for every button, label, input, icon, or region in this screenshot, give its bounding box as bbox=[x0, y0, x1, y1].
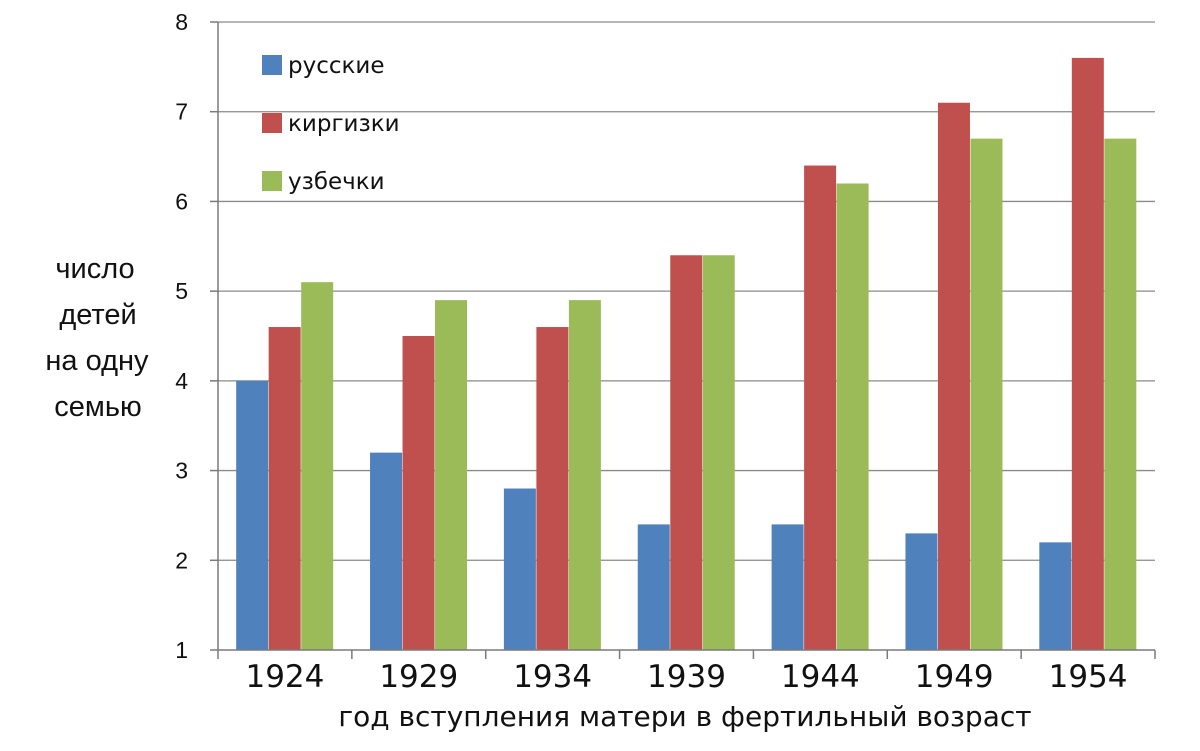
x-tick-labels: 1924 1929 1934 1939 1944 1949 1954 bbox=[245, 659, 1127, 695]
y-tick-label: 6 bbox=[175, 188, 188, 214]
bar-русские-1924 bbox=[236, 380, 269, 650]
x-tick-label: 1929 bbox=[379, 659, 458, 695]
legend-label-uzbek: узбечки bbox=[288, 169, 385, 195]
bars bbox=[236, 57, 1137, 651]
bar-русские-1929 bbox=[370, 452, 403, 650]
bar-русские-1949 bbox=[905, 533, 938, 650]
y-axis-label-line-3: на одну bbox=[45, 345, 149, 377]
legend-label-russian: русские bbox=[288, 53, 385, 79]
bar-узбечки-1939 bbox=[702, 255, 735, 650]
x-tick-label: 1954 bbox=[1049, 659, 1128, 695]
legend: русские киргизки узбечки bbox=[262, 53, 400, 195]
bar-узбечки-1954 bbox=[1104, 138, 1137, 650]
bar-русские-1939 bbox=[637, 524, 670, 650]
legend-swatch-russian bbox=[262, 55, 282, 75]
y-tick-label: 1 bbox=[175, 637, 188, 663]
bar-русские-1934 bbox=[503, 488, 536, 650]
x-axis-label: год вступления матери в фертильный возра… bbox=[338, 700, 1031, 733]
bar-киргизки-1944 bbox=[804, 165, 837, 651]
bar-узбечки-1944 bbox=[836, 183, 869, 650]
y-tick-label: 4 bbox=[175, 368, 188, 394]
y-tick-labels: 1 2 3 4 5 6 7 8 bbox=[175, 9, 188, 663]
y-tick-label: 8 bbox=[175, 9, 188, 35]
bar-узбечки-1929 bbox=[435, 300, 468, 650]
y-axis-label-line-1: число bbox=[55, 253, 134, 285]
x-tick-label: 1949 bbox=[915, 659, 994, 695]
y-tick-label: 3 bbox=[175, 458, 188, 484]
y-tick-label: 5 bbox=[175, 278, 188, 304]
bar-русские-1954 bbox=[1039, 542, 1072, 650]
x-tick-label: 1944 bbox=[781, 659, 860, 695]
x-tick-label: 1924 bbox=[245, 659, 324, 695]
bar-киргизки-1924 bbox=[268, 327, 301, 650]
bar-узбечки-1924 bbox=[301, 282, 334, 650]
x-tick-label: 1939 bbox=[647, 659, 726, 695]
legend-label-kyrgyz: киргизки bbox=[288, 111, 400, 137]
y-tick-label: 7 bbox=[175, 99, 188, 125]
axes bbox=[210, 21, 1156, 659]
bar-киргизки-1929 bbox=[402, 336, 435, 650]
x-tick-label: 1934 bbox=[513, 659, 592, 695]
legend-swatch-uzbek bbox=[262, 171, 282, 191]
bar-узбечки-1949 bbox=[970, 138, 1003, 650]
y-axis-label-line-4: семью bbox=[54, 391, 141, 423]
bar-узбечки-1934 bbox=[568, 300, 601, 650]
bar-киргизки-1954 bbox=[1071, 57, 1104, 650]
bar-киргизки-1939 bbox=[670, 255, 703, 650]
y-tick-label: 2 bbox=[175, 547, 188, 573]
bar-киргизки-1934 bbox=[536, 327, 569, 650]
bar-киргизки-1949 bbox=[937, 102, 970, 650]
legend-swatch-kyrgyz bbox=[262, 113, 282, 133]
y-axis-label-line-2: детей bbox=[59, 299, 136, 331]
bar-русские-1944 bbox=[771, 524, 804, 650]
